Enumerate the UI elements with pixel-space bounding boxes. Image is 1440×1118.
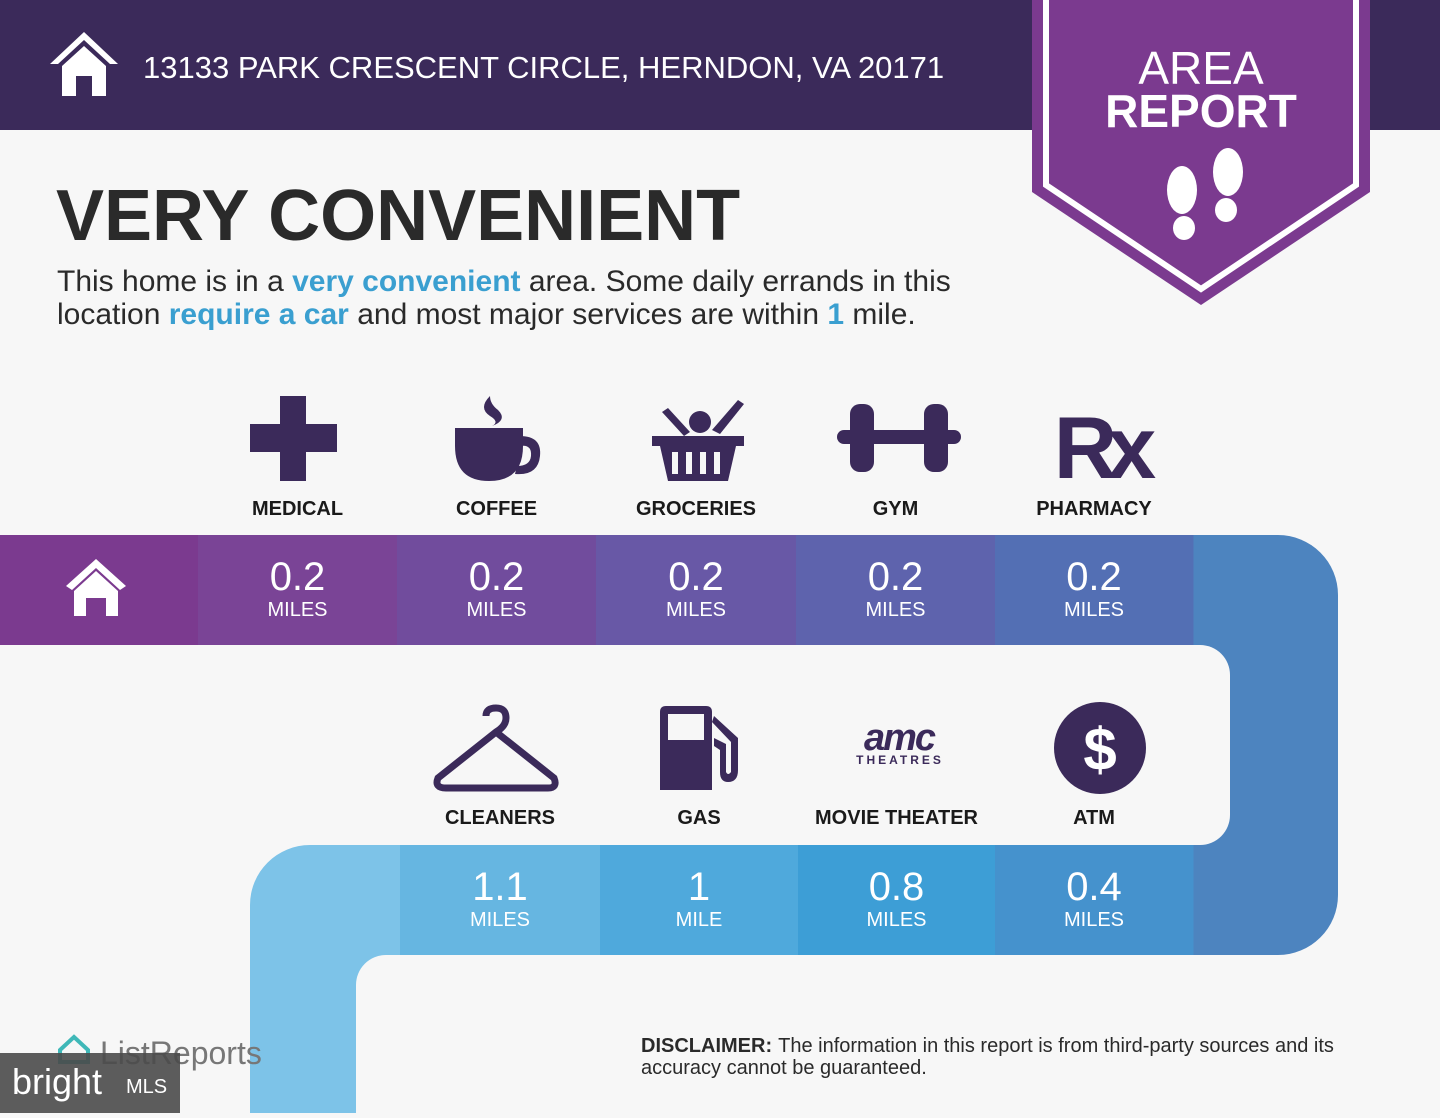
description-line: location require a car and most major se… <box>57 298 916 331</box>
watermark: bright MLS <box>0 1053 180 1113</box>
watermark-brand: bright <box>12 1061 102 1102</box>
disclaimer: DISCLAIMER: The information in this repor… <box>641 1035 1334 1057</box>
distance-value: 0.2 <box>270 555 326 599</box>
area-report-badge: AREA REPORT <box>1032 0 1370 305</box>
distance-value: 0.2 <box>868 555 924 599</box>
amenity-label: MEDICAL <box>252 498 343 520</box>
distance-unit: MILE <box>676 909 723 931</box>
distance-value: 0.2 <box>668 555 724 599</box>
amenity-label: ATM <box>1073 807 1115 829</box>
groceries-icon <box>652 400 744 481</box>
description-part: This home is in a <box>57 265 292 298</box>
distance-unit: MILES <box>865 599 925 621</box>
distance-value: 1.1 <box>472 865 528 909</box>
amc-logo: amc <box>864 717 936 759</box>
distance-cell <box>600 845 799 955</box>
distance-unit: MILES <box>1064 909 1124 931</box>
gym-icon <box>837 404 961 472</box>
coffee-icon <box>455 396 541 481</box>
path-bend-left <box>250 845 400 1113</box>
disclaimer-label: DISCLAIMER: <box>641 1035 772 1057</box>
distance-cell <box>397 535 597 645</box>
distance-cell <box>596 535 797 645</box>
distance-value: 0.8 <box>869 865 925 909</box>
address: 13133 PARK CRESCENT CIRCLE, HERNDON, VA … <box>143 50 944 85</box>
distance-unit: MILES <box>470 909 530 931</box>
atm-icon <box>1054 702 1146 794</box>
icons-row1 <box>250 396 961 481</box>
description-part: area. Some daily errands in this <box>521 265 951 298</box>
amenity-label: GROCERIES <box>636 498 756 520</box>
pharmacy-icon: Rx <box>1054 398 1157 497</box>
distance-unit: MILES <box>466 599 526 621</box>
disclaimer-text: accuracy cannot be guaranteed. <box>641 1057 927 1079</box>
amenity-label: MOVIE THEATER <box>815 807 979 829</box>
distance-unit: MILES <box>267 599 327 621</box>
amenity-label: CLEANERS <box>445 807 555 829</box>
distance-value: 1 <box>688 865 710 909</box>
cleaners-icon <box>433 704 559 792</box>
gas-icon <box>660 706 738 790</box>
badge-line: AREA <box>1138 42 1264 94</box>
path-bend-right <box>1180 535 1338 955</box>
description-part: very convenient <box>292 265 520 298</box>
distance-cell <box>995 845 1194 955</box>
distance-cell <box>798 845 996 955</box>
amenity-label: GAS <box>677 807 720 829</box>
badge-line: REPORT <box>1105 85 1297 137</box>
distance-value: 0.4 <box>1066 865 1122 909</box>
amc-logo-sub: THEATRES <box>856 753 944 767</box>
medical-icon <box>250 396 337 481</box>
distance-unit: MILES <box>866 909 926 931</box>
home-cell-icon <box>66 559 126 616</box>
distance-cell <box>995 535 1194 645</box>
amenity-label: GYM <box>873 498 919 520</box>
distance-value: 0.2 <box>1066 555 1122 599</box>
distance-cell <box>198 535 398 645</box>
description-part: 1 <box>827 298 844 331</box>
amenity-label: COFFEE <box>456 498 537 520</box>
description-part: and most major services are within <box>349 298 828 331</box>
inner-panel <box>0 645 1230 845</box>
atm-icon-text: $ <box>1083 716 1116 783</box>
distance-cell <box>400 845 601 955</box>
description-line: This home is in a very convenient area. … <box>57 265 951 298</box>
disclaimer-text: The information in this report is from t… <box>778 1035 1334 1057</box>
distance-cells: 0.2MILES0.2MILES0.2MILES0.2MILES0.2MILES… <box>198 535 1194 955</box>
distance-unit: MILES <box>666 599 726 621</box>
distance-value: 0.2 <box>469 555 525 599</box>
header-home-icon <box>50 32 118 96</box>
distance-unit: MILES <box>1064 599 1124 621</box>
description-part: mile. <box>844 298 916 331</box>
description-part: require a car <box>169 298 349 331</box>
headline: VERY CONVENIENT <box>56 176 740 256</box>
description-part: location <box>57 298 169 331</box>
amenity-label: PHARMACY <box>1036 498 1152 520</box>
watermark-suffix: MLS <box>126 1076 167 1098</box>
distance-cell <box>796 535 996 645</box>
